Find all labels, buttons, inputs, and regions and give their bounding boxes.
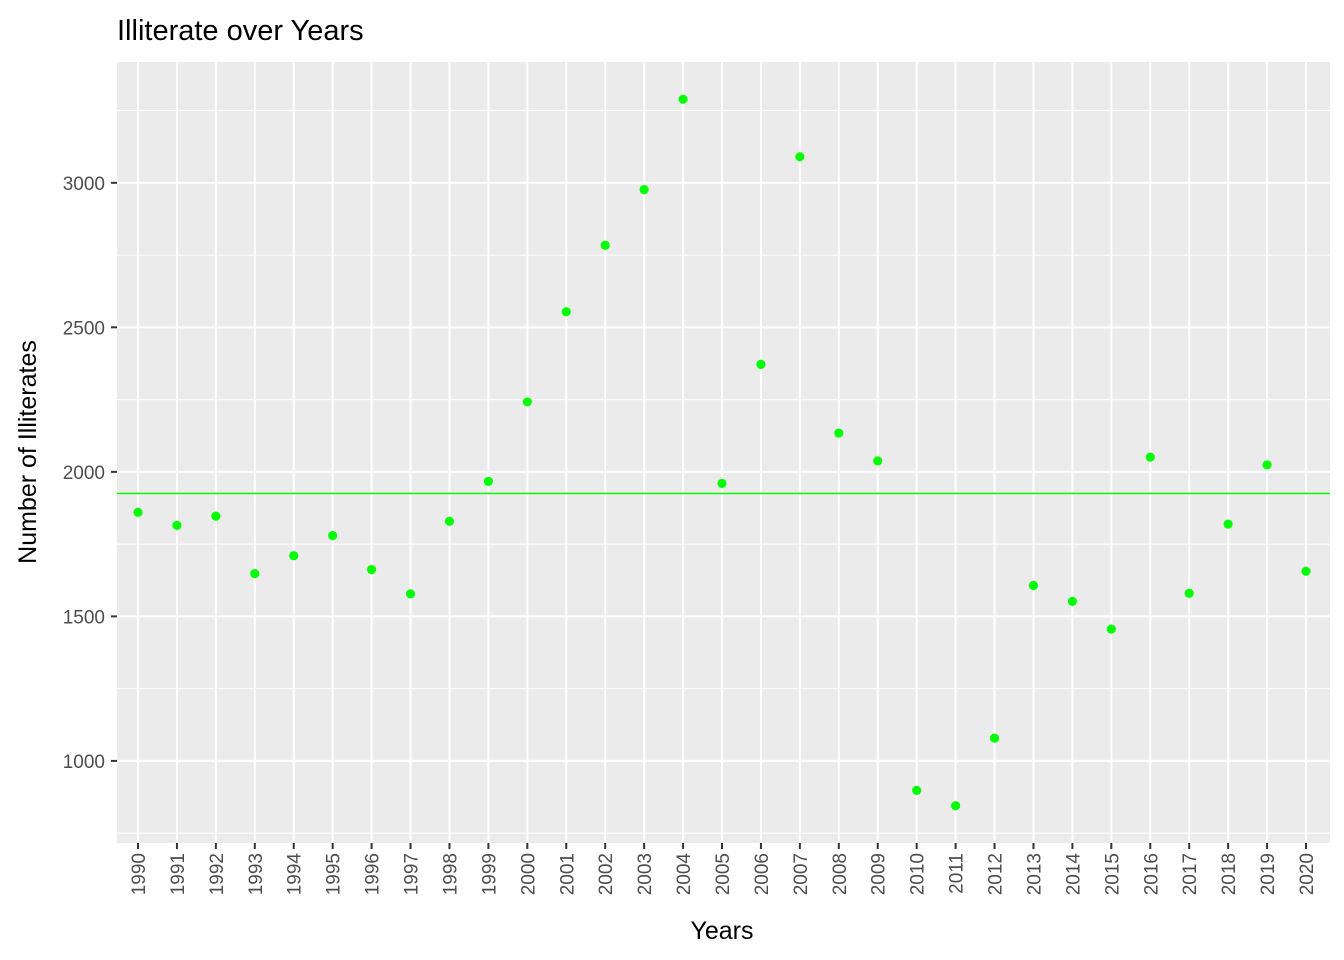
data-point-2011 <box>951 801 961 811</box>
grid-minor <box>117 110 1330 834</box>
data-point-2004 <box>678 94 688 104</box>
x-tick-label: 2018 <box>1219 853 1240 895</box>
plot-panel <box>117 62 1330 843</box>
y-tick-label: 3000 <box>63 174 105 195</box>
data-point-2005 <box>717 478 727 489</box>
data-point-1992 <box>211 511 221 521</box>
x-tick-label: 2011 <box>947 853 968 894</box>
data-point-2017 <box>1184 588 1194 598</box>
data-point-2007 <box>795 152 805 162</box>
data-point-2006 <box>756 359 766 369</box>
x-tick-label: 2010 <box>908 853 929 895</box>
x-tick-label: 2015 <box>1102 853 1123 895</box>
x-tick-label: 1996 <box>363 853 384 895</box>
y-tick-label: 1500 <box>63 607 105 628</box>
grid-major <box>117 62 1330 843</box>
x-tick-label: 2016 <box>1141 853 1162 895</box>
x-tick-label: 2007 <box>791 853 812 895</box>
data-point-1990 <box>133 507 143 517</box>
data-point-2019 <box>1262 460 1272 470</box>
data-point-2016 <box>1145 452 1155 462</box>
y-tick-label: 2500 <box>63 318 105 339</box>
y-tick-label: 1000 <box>63 752 105 773</box>
x-tick-label: 2002 <box>596 853 617 895</box>
data-point-2000 <box>522 397 532 407</box>
x-tick-label: 1990 <box>129 853 150 895</box>
x-tick-label: 1999 <box>479 853 500 895</box>
x-axis-title: Years <box>690 917 753 945</box>
x-tick-label: 2019 <box>1258 853 1279 895</box>
x-tick-label: 2004 <box>674 853 695 896</box>
data-point-1995 <box>328 530 338 541</box>
x-tick-label: 2005 <box>713 853 734 895</box>
x-axis-ticks: 1990 1991 1992 1993 1994 1995 1996 1997 1998 1999… <box>129 843 1318 895</box>
x-tick-label: 1998 <box>440 853 461 895</box>
x-tick-label: 1993 <box>246 853 267 895</box>
x-tick-label: 2012 <box>986 853 1007 895</box>
data-point-1999 <box>483 476 493 487</box>
data-point-2003 <box>639 184 649 195</box>
data-point-2008 <box>834 428 844 438</box>
data-points <box>133 94 1311 811</box>
data-point-2013 <box>1028 580 1039 591</box>
chart-title: Illiterate over Years <box>117 15 364 47</box>
x-tick-label: 1995 <box>324 853 345 895</box>
x-tick-label: 2003 <box>635 853 656 895</box>
x-tick-label: 1992 <box>207 853 228 895</box>
y-axis-title: Number of Illiterates <box>14 340 42 564</box>
x-tick-label: 2006 <box>752 853 773 895</box>
x-tick-label: 2000 <box>518 853 539 895</box>
data-point-2001 <box>561 307 571 317</box>
x-tick-label: 1991 <box>168 853 189 895</box>
data-point-1994 <box>289 551 299 561</box>
x-tick-label: 2014 <box>1063 853 1084 896</box>
data-point-1998 <box>444 516 455 526</box>
x-tick-label: 2013 <box>1024 853 1045 895</box>
x-tick-label: 1994 <box>285 853 306 896</box>
x-tick-label: 1997 <box>402 853 423 895</box>
data-point-2015 <box>1106 624 1116 634</box>
data-point-1991 <box>172 520 182 530</box>
data-point-2018 <box>1223 519 1233 529</box>
data-point-2014 <box>1067 596 1077 606</box>
y-tick-label: 2000 <box>63 463 105 484</box>
data-point-2010 <box>912 785 922 795</box>
data-point-2002 <box>600 240 610 250</box>
data-point-2020 <box>1301 566 1311 576</box>
data-point-2009 <box>873 456 883 466</box>
x-tick-label: 2001 <box>557 853 578 895</box>
x-tick-label: 2009 <box>869 853 890 895</box>
data-point-1993 <box>250 569 260 579</box>
data-point-1997 <box>405 589 416 599</box>
x-tick-label: 2017 <box>1180 853 1201 895</box>
x-tick-label: 2020 <box>1297 853 1318 895</box>
data-point-1996 <box>367 564 377 575</box>
y-axis-ticks: 1000 1500 2000 2500 3000 <box>63 174 117 773</box>
x-tick-label: 2008 <box>830 853 851 895</box>
data-point-2012 <box>989 733 1000 743</box>
